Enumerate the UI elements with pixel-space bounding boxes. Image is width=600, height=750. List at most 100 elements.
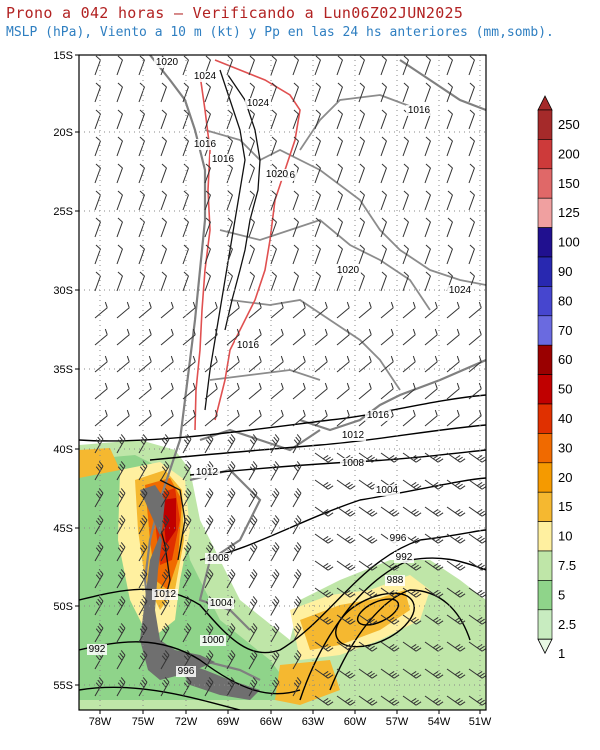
wind-barb <box>468 695 486 706</box>
wind-barb <box>446 560 466 571</box>
wind-barb <box>358 190 365 211</box>
wind-barb <box>138 409 152 427</box>
wind-barb <box>292 217 299 238</box>
wind-barb <box>160 163 167 184</box>
isobar-label: 1012 <box>196 467 219 478</box>
wind-barb <box>116 244 123 265</box>
wind-barb <box>182 596 192 616</box>
lon-label: 69W <box>217 716 240 728</box>
wind-barb <box>270 488 280 508</box>
wind-barb <box>380 382 394 400</box>
wind-barb <box>402 217 409 238</box>
isobar-label: 1016 <box>212 154 235 165</box>
wind-barb <box>424 479 444 490</box>
isobar-label: 996 <box>178 666 195 677</box>
wind-barb <box>94 328 108 346</box>
colorbar-label: 100 <box>558 235 580 250</box>
wind-barb <box>358 533 378 544</box>
wind-barb <box>424 533 444 544</box>
wind-barb <box>402 479 422 490</box>
wind-barb <box>248 461 258 481</box>
lat-label: 40S <box>53 444 73 456</box>
lon-label: 60W <box>344 716 367 728</box>
wind-barb <box>402 190 409 211</box>
wind-barb <box>270 461 280 481</box>
lat-label: 15S <box>53 50 73 62</box>
colorbar-top-arrow <box>537 95 553 111</box>
wind-barb <box>402 452 422 463</box>
wind-barb <box>138 301 152 319</box>
colorbar-bottom-arrow <box>537 638 553 655</box>
wind-barb <box>160 328 174 346</box>
colorbar-label: 1 <box>558 646 565 661</box>
wind-barb <box>116 190 123 211</box>
wind-barb <box>380 244 387 265</box>
wind-barb <box>336 301 350 319</box>
wind-barb <box>270 623 280 643</box>
colorbar-label: 70 <box>558 323 572 338</box>
wind-barb <box>270 569 280 589</box>
isobar-label: 1004 <box>376 485 399 496</box>
wind-barb <box>402 587 422 598</box>
wind-barb <box>160 677 170 697</box>
colorbar-label: 90 <box>558 264 572 279</box>
wind-barb <box>226 488 236 508</box>
wind-barb <box>204 409 218 427</box>
isobar-label: 1024 <box>247 98 270 109</box>
wind-barb <box>116 136 123 157</box>
wind-barb <box>204 217 211 238</box>
colorbar-swatch <box>537 403 553 434</box>
wind-barb <box>182 244 189 265</box>
wind-barb <box>380 136 387 157</box>
wind-barb <box>402 668 422 679</box>
wind-barb <box>116 542 126 562</box>
colorbar-label: 80 <box>558 293 572 308</box>
wind-barb <box>468 355 482 373</box>
wind-barb <box>116 569 126 589</box>
wind-barb <box>424 82 431 103</box>
wind-barb <box>160 488 170 508</box>
wind-barb <box>248 488 258 508</box>
wind-barb <box>292 569 302 589</box>
wind-barb <box>314 506 334 517</box>
wind-barb <box>116 382 130 400</box>
wind-barb <box>116 55 123 76</box>
isobar-label-bg <box>264 169 290 180</box>
wind-barb <box>402 136 409 157</box>
wind-barb <box>292 271 299 292</box>
wind-barb <box>204 244 211 265</box>
wind-barb <box>226 650 236 670</box>
wind-barb <box>270 677 280 697</box>
lon-label: 72W <box>175 716 198 728</box>
wind-barb <box>138 244 145 265</box>
wind-barb <box>248 596 258 616</box>
isobar-label-bg <box>194 467 220 478</box>
wind-barb <box>270 82 277 103</box>
wind-barb <box>160 569 170 589</box>
wind-barb <box>336 109 343 130</box>
wind-barb <box>336 163 343 184</box>
wind-barb <box>314 82 321 103</box>
wind-barb <box>160 515 170 535</box>
wind-barb <box>314 136 321 157</box>
wind-barb <box>424 271 431 292</box>
wind-barb <box>248 163 255 184</box>
wind-barb <box>94 623 104 643</box>
wind-barb <box>94 244 101 265</box>
wind-barb <box>358 109 365 130</box>
wind-barb <box>424 409 438 427</box>
wind-barb <box>138 271 145 292</box>
wind-barb <box>468 614 486 625</box>
isobar-label: 992 <box>89 644 106 655</box>
wind-barb <box>204 382 218 400</box>
wind-barb <box>116 434 126 454</box>
wind-barb <box>336 533 356 544</box>
isobar-label: 1016 <box>237 340 260 351</box>
colorbar-swatch <box>537 227 553 258</box>
wind-barb <box>314 695 334 706</box>
isobar-label: 1012 <box>342 430 365 441</box>
wind-barb <box>446 506 466 517</box>
wind-barb <box>314 163 321 184</box>
wind-barb <box>160 190 167 211</box>
colorbar-label: 10 <box>558 529 572 544</box>
